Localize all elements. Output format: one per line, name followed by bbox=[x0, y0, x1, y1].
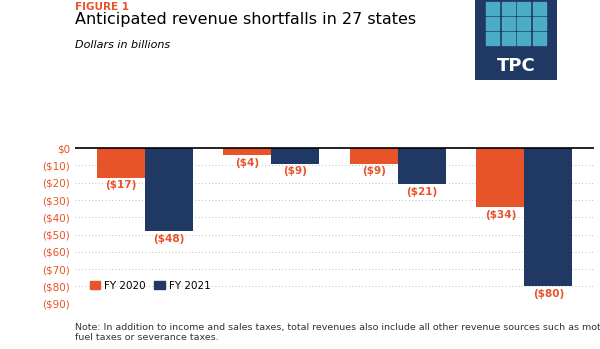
Bar bbox=[502, 1, 515, 15]
Text: ($9): ($9) bbox=[362, 166, 386, 176]
Text: ($21): ($21) bbox=[406, 187, 437, 197]
Bar bbox=[97, 148, 145, 178]
Text: Dollars in billions: Dollars in billions bbox=[75, 40, 170, 50]
Text: ($48): ($48) bbox=[153, 234, 184, 244]
Bar bbox=[524, 148, 572, 287]
Bar bbox=[476, 148, 524, 207]
Text: ($17): ($17) bbox=[105, 180, 136, 190]
Text: ($9): ($9) bbox=[283, 166, 307, 176]
Bar bbox=[487, 1, 499, 15]
Text: Note: In addition to income and sales taxes, total revenues also include all oth: Note: In addition to income and sales ta… bbox=[75, 323, 600, 342]
Bar bbox=[502, 32, 515, 45]
Bar bbox=[533, 1, 545, 15]
Text: FIGURE 1: FIGURE 1 bbox=[75, 2, 129, 12]
Text: Anticipated revenue shortfalls in 27 states: Anticipated revenue shortfalls in 27 sta… bbox=[75, 12, 416, 27]
Bar bbox=[145, 148, 193, 231]
Bar bbox=[533, 17, 545, 30]
Bar bbox=[517, 32, 530, 45]
Bar bbox=[502, 17, 515, 30]
Bar bbox=[487, 32, 499, 45]
Text: ($4): ($4) bbox=[235, 158, 259, 168]
Bar bbox=[398, 148, 446, 185]
Bar bbox=[223, 148, 271, 155]
Text: ($34): ($34) bbox=[485, 209, 516, 220]
Bar bbox=[517, 17, 530, 30]
Legend: FY 2020, FY 2021: FY 2020, FY 2021 bbox=[85, 277, 215, 295]
Bar bbox=[350, 148, 398, 164]
Bar bbox=[517, 1, 530, 15]
Bar bbox=[487, 17, 499, 30]
Text: ($80): ($80) bbox=[533, 289, 564, 299]
Bar bbox=[533, 32, 545, 45]
Bar bbox=[271, 148, 319, 164]
Text: TPC: TPC bbox=[497, 57, 535, 74]
